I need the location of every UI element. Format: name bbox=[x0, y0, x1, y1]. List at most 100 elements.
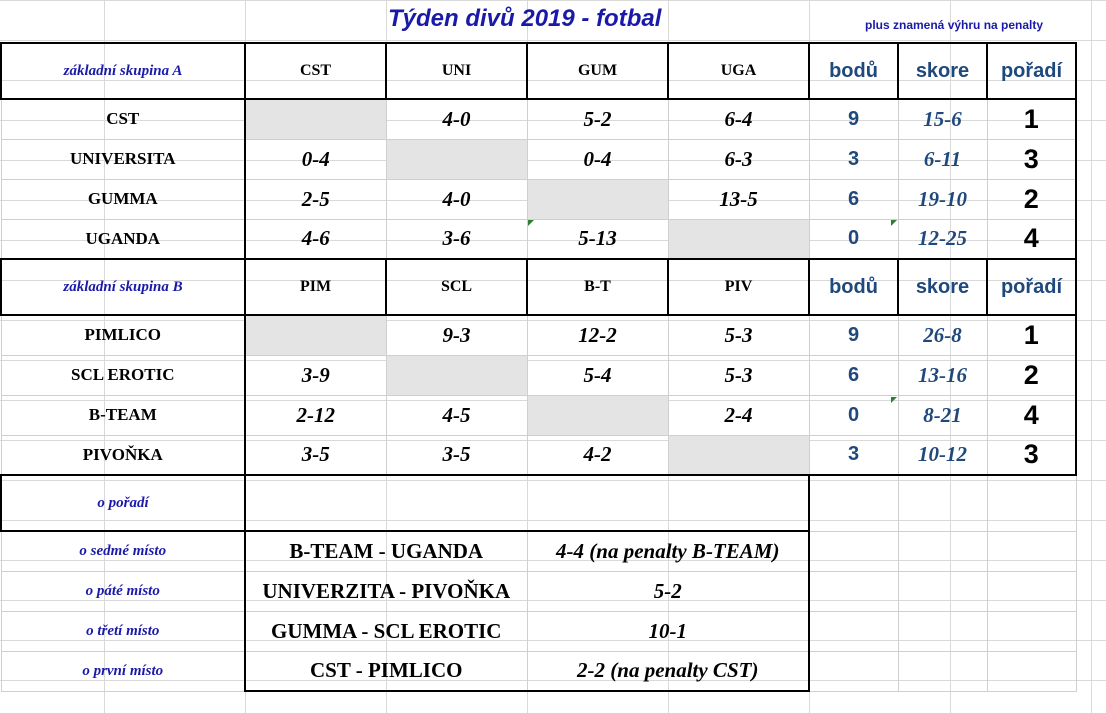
score-cell[interactable]: 3-5 bbox=[244, 434, 387, 476]
score-cell[interactable]: 3-9 bbox=[244, 354, 387, 396]
placement-header-blank[interactable] bbox=[244, 474, 810, 532]
diagonal-cell[interactable] bbox=[526, 394, 669, 436]
score-cell[interactable]: 4-0 bbox=[385, 98, 528, 140]
points-header[interactable]: bodů bbox=[808, 42, 899, 100]
points-cell[interactable]: 9 bbox=[808, 98, 899, 140]
score-cell[interactable]: 5-3 bbox=[667, 354, 810, 396]
score-cell[interactable]: 13-5 bbox=[667, 178, 810, 220]
placement-label[interactable]: o pořadí bbox=[0, 474, 246, 532]
diagonal-cell[interactable] bbox=[667, 434, 810, 476]
placement-result[interactable]: 5-2 bbox=[526, 570, 810, 612]
rank-cell[interactable]: 4 bbox=[986, 394, 1077, 436]
rank-header[interactable]: pořadí bbox=[986, 42, 1077, 100]
group-b-col-header[interactable]: B-T bbox=[526, 258, 669, 316]
team-name[interactable]: UNIVERSITA bbox=[0, 138, 246, 180]
score-cell[interactable]: 3-5 bbox=[385, 434, 528, 476]
goal-score-cell[interactable]: 19-10 bbox=[897, 178, 988, 220]
table-row: PIVOŇKA 3-5 3-5 4-2 3 10-12 3 bbox=[0, 434, 1077, 476]
points-cell[interactable]: 9 bbox=[808, 314, 899, 356]
team-name[interactable]: B-TEAM bbox=[0, 394, 246, 436]
rank-header[interactable]: pořadí bbox=[986, 258, 1077, 316]
placement-match[interactable]: UNIVERZITA - PIVOŇKA bbox=[244, 570, 528, 612]
rank-cell[interactable]: 2 bbox=[986, 178, 1077, 220]
placement-result[interactable]: 4-4 (na penalty B-TEAM) bbox=[526, 530, 810, 572]
points-cell[interactable]: 3 bbox=[808, 434, 899, 476]
rank-cell[interactable]: 4 bbox=[986, 218, 1077, 260]
placement-result[interactable]: 2-2 (na penalty CST) bbox=[526, 650, 810, 692]
group-b-col-header[interactable]: PIV bbox=[667, 258, 810, 316]
score-cell[interactable]: 0-4 bbox=[244, 138, 387, 180]
score-cell[interactable]: 12-2 bbox=[526, 314, 669, 356]
goal-score-cell[interactable]: 10-12 bbox=[897, 434, 988, 476]
group-b-label[interactable]: základní skupina B bbox=[0, 258, 246, 316]
score-cell[interactable]: 2-12 bbox=[244, 394, 387, 436]
score-cell[interactable]: 9-3 bbox=[385, 314, 528, 356]
rank-cell[interactable]: 2 bbox=[986, 354, 1077, 396]
empty-cell bbox=[897, 530, 988, 572]
score-header[interactable]: skore bbox=[897, 258, 988, 316]
points-cell[interactable]: 3 bbox=[808, 138, 899, 180]
placement-match-label[interactable]: o sedmé místo bbox=[0, 530, 246, 572]
goal-score-cell[interactable]: 13-16 bbox=[897, 354, 988, 396]
diagonal-cell[interactable] bbox=[526, 178, 669, 220]
points-cell[interactable]: 6 bbox=[808, 354, 899, 396]
rank-cell[interactable]: 1 bbox=[986, 314, 1077, 356]
goal-score-cell[interactable]: 6-11 bbox=[897, 138, 988, 180]
placement-header-row: o pořadí bbox=[0, 474, 1077, 532]
team-name[interactable]: SCL EROTIC bbox=[0, 354, 246, 396]
score-cell[interactable]: 6-4 bbox=[667, 98, 810, 140]
group-b-col-header[interactable]: SCL bbox=[385, 258, 528, 316]
team-name[interactable]: PIMLICO bbox=[0, 314, 246, 356]
group-a-col-header[interactable]: CST bbox=[244, 42, 387, 100]
group-b-col-header[interactable]: PIM bbox=[244, 258, 387, 316]
placement-match[interactable]: B-TEAM - UGANDA bbox=[244, 530, 528, 572]
rank-cell[interactable]: 3 bbox=[986, 434, 1077, 476]
points-cell[interactable]: 0 bbox=[808, 394, 899, 436]
points-cell[interactable]: 6 bbox=[808, 178, 899, 220]
placement-match[interactable]: CST - PIMLICO bbox=[244, 650, 528, 692]
table-row: UNIVERSITA 0-4 0-4 6-3 3 6-11 3 bbox=[0, 138, 1077, 180]
score-cell[interactable]: 4-5 bbox=[385, 394, 528, 436]
group-a-col-header[interactable]: GUM bbox=[526, 42, 669, 100]
goal-score-cell[interactable]: 12-25 bbox=[897, 218, 988, 260]
score-cell[interactable]: 5-3 bbox=[667, 314, 810, 356]
diagonal-cell[interactable] bbox=[244, 314, 387, 356]
score-cell[interactable]: 3-6 bbox=[385, 218, 528, 260]
score-cell[interactable]: 2-4 bbox=[667, 394, 810, 436]
rank-cell[interactable]: 3 bbox=[986, 138, 1077, 180]
score-cell[interactable]: 4-0 bbox=[385, 178, 528, 220]
diagonal-cell[interactable] bbox=[385, 138, 528, 180]
placement-match-label[interactable]: o třetí místo bbox=[0, 610, 246, 652]
comment-marker-icon bbox=[891, 220, 897, 226]
score-cell[interactable]: 4-6 bbox=[244, 218, 387, 260]
placement-row: o třetí místo GUMMA - SCL EROTIC 10-1 bbox=[0, 610, 1077, 652]
team-name[interactable]: UGANDA bbox=[0, 218, 246, 260]
placement-match-label[interactable]: o páté místo bbox=[0, 570, 246, 612]
goal-score-cell[interactable]: 26-8 bbox=[897, 314, 988, 356]
placement-result[interactable]: 10-1 bbox=[526, 610, 810, 652]
score-cell[interactable]: 5-2 bbox=[526, 98, 669, 140]
score-cell[interactable]: 2-5 bbox=[244, 178, 387, 220]
points-cell[interactable]: 0 bbox=[808, 218, 899, 260]
placement-match[interactable]: GUMMA - SCL EROTIC bbox=[244, 610, 528, 652]
diagonal-cell[interactable] bbox=[385, 354, 528, 396]
goal-score-cell[interactable]: 8-21 bbox=[897, 394, 988, 436]
placement-match-label[interactable]: o první místo bbox=[0, 650, 246, 692]
group-a-col-header[interactable]: UNI bbox=[385, 42, 528, 100]
diagonal-cell[interactable] bbox=[667, 218, 810, 260]
team-name[interactable]: PIVOŇKA bbox=[0, 434, 246, 476]
diagonal-cell[interactable] bbox=[244, 98, 387, 140]
score-cell[interactable]: 5-13 bbox=[526, 218, 669, 260]
score-cell[interactable]: 5-4 bbox=[526, 354, 669, 396]
team-name[interactable]: GUMMA bbox=[0, 178, 246, 220]
score-header[interactable]: skore bbox=[897, 42, 988, 100]
score-cell[interactable]: 6-3 bbox=[667, 138, 810, 180]
group-a-col-header[interactable]: UGA bbox=[667, 42, 810, 100]
score-cell[interactable]: 0-4 bbox=[526, 138, 669, 180]
points-header[interactable]: bodů bbox=[808, 258, 899, 316]
team-name[interactable]: CST bbox=[0, 98, 246, 140]
goal-score-cell[interactable]: 15-6 bbox=[897, 98, 988, 140]
score-cell[interactable]: 4-2 bbox=[526, 434, 669, 476]
group-a-label[interactable]: základní skupina A bbox=[0, 42, 246, 100]
rank-cell[interactable]: 1 bbox=[986, 98, 1077, 140]
